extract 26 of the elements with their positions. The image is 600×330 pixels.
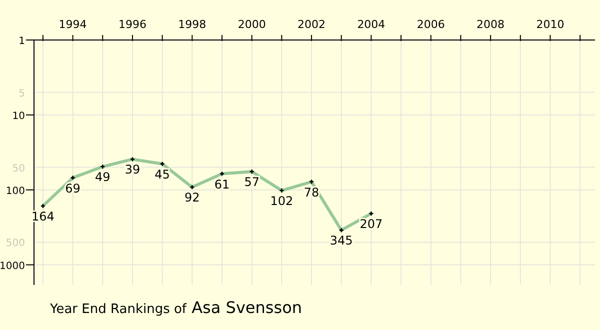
data-label: 102 [270,194,294,208]
text: Year End Rankings of [50,302,187,317]
y-tick-label: 100 [6,186,25,197]
x-tick-label: 2010 [536,18,564,31]
y-tick-label: 1000 [0,260,25,272]
x-tick-label: 1996 [118,18,146,31]
x-tick-label: 2004 [357,18,386,31]
data-label: 78 [304,185,320,200]
data-label: 207 [360,217,383,232]
x-tick-label: 2008 [476,18,505,31]
data-label: 92 [184,190,200,205]
x-tick-label: 1998 [178,18,206,31]
y-tick-label: 10 [12,110,25,122]
data-label: 39 [124,162,140,177]
x-tick-label: 2006 [416,18,445,31]
data-label: 57 [244,175,260,190]
data-label: 69 [65,181,80,196]
data-label: 345 [330,234,353,248]
x-tick-label: 2000 [238,18,266,31]
data-label: 45 [154,167,170,182]
x-tick-label: 2002 [298,18,326,31]
text: Asa Svensson [192,298,302,317]
x-tick-label: 1994 [58,18,87,31]
y-tick-label: 1 [18,36,25,47]
data-label: 49 [94,170,110,184]
data-label: 61 [214,177,230,192]
